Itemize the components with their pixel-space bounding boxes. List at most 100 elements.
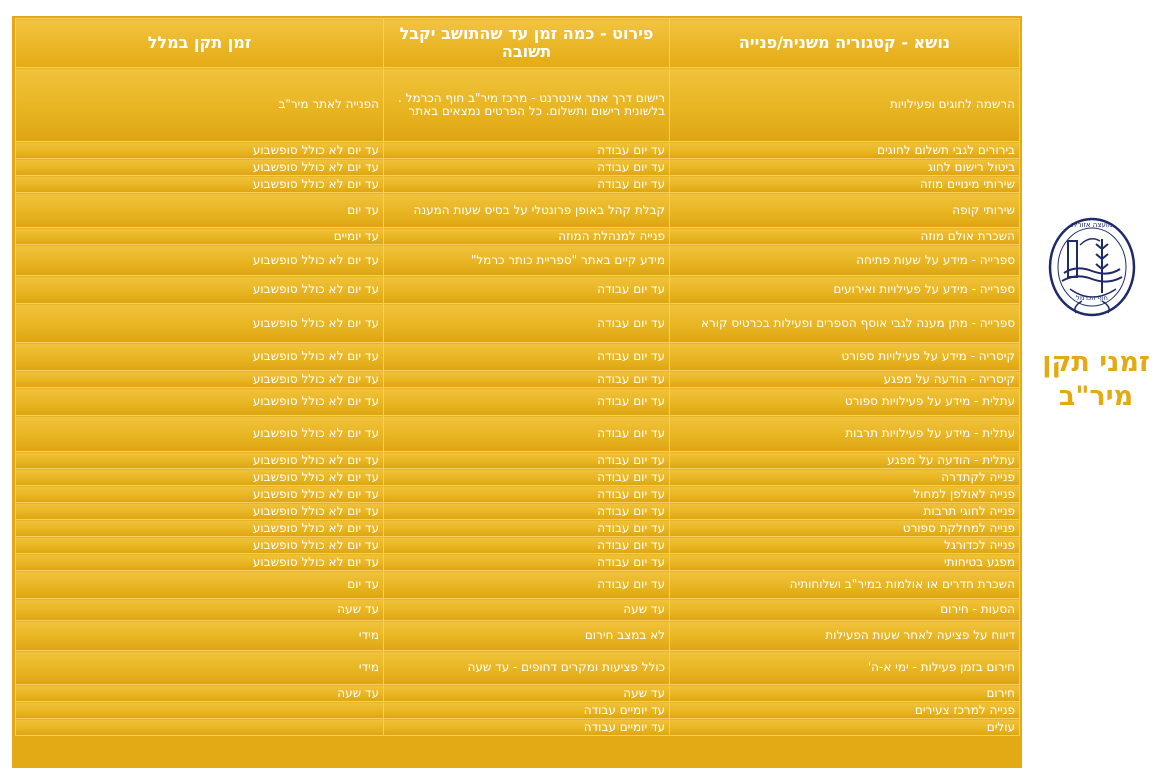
cell-detail: לא במצב חירום [383, 620, 670, 651]
cell-detail: עד יום עבודה [383, 387, 670, 416]
cell-detail: רישום דרך אתר אינטרנט - מרכז מיר"ב חוף ה… [383, 67, 670, 142]
cell-standard-time: עד יום לא כולל סופשבוע [15, 536, 384, 554]
table-row: קיסריה - הודעה על מפגע עד יום עבודה עד יום… [15, 370, 1020, 388]
cell-topic: קיסריה - הודעה על מפגע [669, 370, 1020, 388]
cell-detail: עד יום עבודה [383, 370, 670, 388]
cell-standard-time: עד יום לא כולל סופשבוע [15, 468, 384, 486]
table-row: דיווח על פציעה לאחר שעות הפעילות לא במצב … [15, 620, 1020, 651]
table-row: ביטול רישום לחוג עד יום עבודה עד יום לא כו… [15, 158, 1020, 176]
cell-standard-time [15, 701, 384, 719]
cell-standard-time: עד יום לא כולל סופשבוע [15, 553, 384, 571]
cell-topic: חירום [669, 684, 1020, 702]
cell-topic: פנייה לחוגי תרבות [669, 502, 1020, 520]
table-row: מפגע בטיחותי עד יום עבודה עד יום לא כולל ס… [15, 553, 1020, 571]
cell-detail: עד יום עבודה [383, 502, 670, 520]
table-row: פנייה לאולפן למחול עד יום עבודה עד יום לא … [15, 485, 1020, 503]
table-row: פנייה למרכז צעירים עד יומיים עבודה [15, 701, 1020, 719]
cell-standard-time [15, 718, 384, 736]
cell-topic: שירותי קופה [669, 192, 1020, 228]
cell-topic: חירום בזמן פעילות - ימי א-ה' [669, 650, 1020, 685]
cell-topic: בירורים לגבי תשלום לחוגים [669, 141, 1020, 159]
cell-detail: עד יומיים עבודה [383, 718, 670, 736]
cell-topic: ספרייה - מידע על שעות פתיחה [669, 244, 1020, 276]
cell-standard-time: עד יום [15, 192, 384, 228]
cell-detail: כולל פציעות ומקרים דחופים - עד שעה [383, 650, 670, 685]
cell-standard-time: עד יום לא כולל סופשבוע [15, 370, 384, 388]
brand-title-line-1: זמני תקן [1042, 347, 1150, 378]
table-row: ספרייה - מידע על שעות פתיחה מידע קיים באת… [15, 244, 1020, 276]
header-topic: נושא - קטגוריה משנית/פנייה [669, 18, 1020, 68]
cell-topic: פנייה לקתדרה [669, 468, 1020, 486]
cell-detail: עד יום עבודה [383, 468, 670, 486]
cell-topic: הסעות - חירום [669, 598, 1020, 621]
cell-standard-time: עד יום לא כולל סופשבוע [15, 519, 384, 537]
cell-standard-time: עד יום לא כולל סופשבוע [15, 244, 384, 276]
cell-topic: פנייה למחלקת ספורט [669, 519, 1020, 537]
table-row: השכרת אולם מוזה פנייה למנהלת המוזה עד יומי… [15, 227, 1020, 245]
cell-standard-time: עד יום לא כולל סופשבוע [15, 387, 384, 416]
cell-standard-time: עד יום לא כולל סופשבוע [15, 275, 384, 304]
cell-detail: עד יום עבודה [383, 451, 670, 469]
cell-detail: עד יום עבודה [383, 519, 670, 537]
table-row: שירותי קופה קבלת קהל באופן פרונטלי על בסי… [15, 192, 1020, 228]
cell-standard-time: עד יום לא כולל סופשבוע [15, 141, 384, 159]
cell-topic: פנייה לכדורגל [669, 536, 1020, 554]
cell-detail: מידע קיים באתר "ספריית כותר כרמל" [383, 244, 670, 276]
cell-standard-time: עד יום לא כולל סופשבוע [15, 415, 384, 452]
cell-detail: עד יום עבודה [383, 275, 670, 304]
table-row: קיסריה - מידע על פעילויות ספורט עד יום עב… [15, 342, 1020, 371]
cell-standard-time: עד יום לא כולל סופשבוע [15, 485, 384, 503]
cell-topic: הרשמה לחוגים ופעילויות [669, 67, 1020, 142]
cell-standard-time: עד יום לא כולל סופשבוע [15, 175, 384, 193]
table-row: פנייה לחוגי תרבות עד יום עבודה עד יום לא כ… [15, 502, 1020, 520]
service-standards-table: נושא - קטגוריה משנית/פנייה פירוט - כמה ז… [15, 18, 1020, 736]
cell-standard-time: הפנייה לאתר מיר"ב [15, 67, 384, 142]
cell-topic: עתלית - מידע על פעילויות ספורט [669, 387, 1020, 416]
table-row: חירום בזמן פעילות - ימי א-ה' כולל פציעות … [15, 650, 1020, 685]
cell-topic: ספרייה - מתן מענה לגבי אוסף הספרים ופעיל… [669, 303, 1020, 343]
brand-title: זמני תקן מיר"ב [1026, 346, 1166, 414]
cell-detail: עד יום עבודה [383, 570, 670, 599]
cell-detail: עד יום עבודה [383, 553, 670, 571]
cell-topic: השכרת אולם מוזה [669, 227, 1020, 245]
cell-topic: עתלית - מידע על פעילויות תרבות [669, 415, 1020, 452]
cell-topic: שירותי מינויים מוזה [669, 175, 1020, 193]
cell-detail: עד יום עבודה [383, 485, 670, 503]
emblem-text-top: מועצה אזורית [1071, 221, 1112, 229]
table-row: עתלית - הודעה על מפגע עד יום עבודה עד יום … [15, 451, 1020, 469]
cell-standard-time: עד יומיים [15, 227, 384, 245]
cell-standard-time: עד שעה [15, 684, 384, 702]
table-row: פנייה לקתדרה עד יום עבודה עד יום לא כולל ס… [15, 468, 1020, 486]
cell-topic: ביטול רישום לחוג [669, 158, 1020, 176]
cell-detail: פנייה למנהלת המוזה [383, 227, 670, 245]
cell-detail: קבלת קהל באופן פרונטלי על בסיס שעות המענ… [383, 192, 670, 228]
cell-standard-time: מידי [15, 620, 384, 651]
table-row: עתלית - מידע על פעילויות תרבות עד יום עבו… [15, 415, 1020, 452]
cell-detail: עד יום עבודה [383, 175, 670, 193]
table-row: עתלית - מידע על פעילויות ספורט עד יום עבו… [15, 387, 1020, 416]
cell-standard-time: עד יום לא כולל סופשבוע [15, 158, 384, 176]
cell-detail: עד יום עבודה [383, 415, 670, 452]
cell-detail: עד יום עבודה [383, 342, 670, 371]
table-row: הרשמה לחוגים ופעילויות רישום דרך אתר אינט… [15, 67, 1020, 142]
cell-detail: עד יום עבודה [383, 141, 670, 159]
emblem-text-bottom: חוף הכרמל [1076, 294, 1108, 302]
table-row: פנייה למחלקת ספורט עד יום עבודה עד יום לא … [15, 519, 1020, 537]
cell-detail: עד שעה [383, 598, 670, 621]
cell-topic: עולים [669, 718, 1020, 736]
cell-detail: עד יום עבודה [383, 303, 670, 343]
cell-detail: עד שעה [383, 684, 670, 702]
table-row: הסעות - חירום עד שעה עד שעה [15, 598, 1020, 621]
cell-standard-time: עד יום לא כולל סופשבוע [15, 502, 384, 520]
table-row: עולים עד יומיים עבודה [15, 718, 1020, 736]
cell-standard-time: עד יום לא כולל סופשבוע [15, 342, 384, 371]
cell-topic: דיווח על פציעה לאחר שעות הפעילות [669, 620, 1020, 651]
cell-topic: השכרת חדרים או אולמות במיר"ב ושלוחותיה [669, 570, 1020, 599]
table-row: שירותי מינויים מוזה עד יום עבודה עד יום לא… [15, 175, 1020, 193]
cell-detail: עד יומיים עבודה [383, 701, 670, 719]
table-header-row: נושא - קטגוריה משנית/פנייה פירוט - כמה ז… [15, 18, 1020, 68]
cell-topic: מפגע בטיחותי [669, 553, 1020, 571]
table-row: ספרייה - מידע על פעילויות ואירועים עד יום… [15, 275, 1020, 304]
cell-standard-time: עד יום לא כולל סופשבוע [15, 303, 384, 343]
table-row: השכרת חדרים או אולמות במיר"ב ושלוחותיה עד… [15, 570, 1020, 599]
